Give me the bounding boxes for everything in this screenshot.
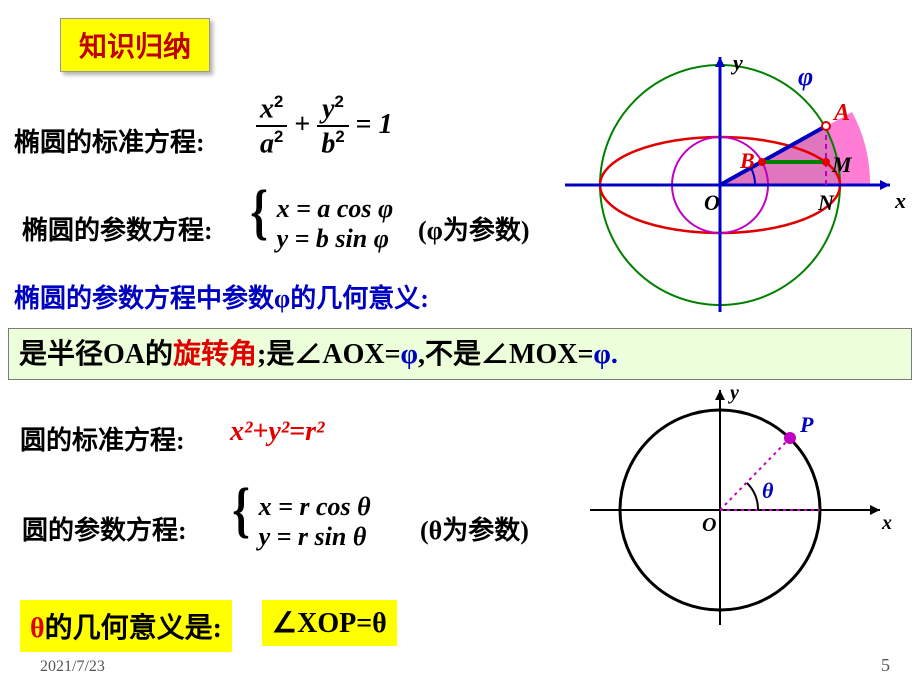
d2-x-label: x	[882, 512, 892, 535]
ellipse-std-label: 椭圆的标准方程:	[14, 122, 205, 159]
d1-N: N	[818, 190, 834, 216]
d2-y-label: y	[730, 382, 739, 405]
ellipse-param-label: 椭圆的参数方程:	[22, 210, 213, 247]
title-text: 知识归纳	[79, 32, 191, 63]
point-P	[784, 432, 796, 444]
d2-O: O	[702, 514, 716, 537]
title-box: 知识归纳	[60, 18, 210, 72]
d2-theta: θ	[762, 478, 773, 504]
footer-date: 2021/7/23	[40, 658, 105, 676]
theta-param-text: (θ为参数)	[420, 510, 529, 547]
ellipse-diagram	[560, 52, 920, 332]
geom-meaning: 椭圆的参数方程中参数φ的几何意义:	[14, 278, 429, 315]
d1-O: O	[704, 190, 720, 216]
circle-param-eq: { x = r cos θ y = r sin θ	[230, 482, 371, 552]
highlight-rotation-angle: 是半径OA的旋转角;是∠AOX=φ,不是∠MOX=φ.	[8, 328, 912, 380]
point-M	[822, 158, 830, 166]
circle-std-eq: x²+y²=r²	[230, 416, 324, 448]
theta-meaning-label: θ的几何意义是:	[20, 600, 232, 652]
phi-param-text: (φ为参数)	[418, 210, 530, 247]
d1-phi: φ	[798, 62, 813, 92]
point-A	[822, 122, 830, 130]
d2-P: P	[800, 412, 813, 438]
circle-std-label: 圆的标准方程:	[20, 420, 185, 457]
ellipse-std-eq: x2 a2 + y2 b2 = 1	[256, 92, 393, 161]
d1-y-label: y	[733, 50, 743, 76]
radius-OP	[720, 438, 790, 510]
circle-param-label: 圆的参数方程:	[22, 510, 187, 547]
point-B	[758, 158, 766, 166]
theta-meaning-eq: ∠XOP=θ	[262, 600, 397, 646]
ellipse-param-eq: { x = a cos φ y = b sin φ	[248, 184, 393, 254]
footer-page: 5	[881, 655, 890, 676]
circle-diagram	[580, 385, 900, 645]
d1-B: B	[740, 148, 755, 174]
d1-M: M	[832, 152, 852, 178]
d1-A: A	[834, 100, 850, 127]
d1-x-label: x	[895, 188, 906, 214]
